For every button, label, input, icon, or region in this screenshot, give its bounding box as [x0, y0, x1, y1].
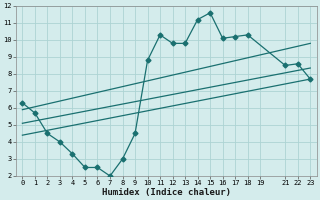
X-axis label: Humidex (Indice chaleur): Humidex (Indice chaleur): [102, 188, 231, 197]
